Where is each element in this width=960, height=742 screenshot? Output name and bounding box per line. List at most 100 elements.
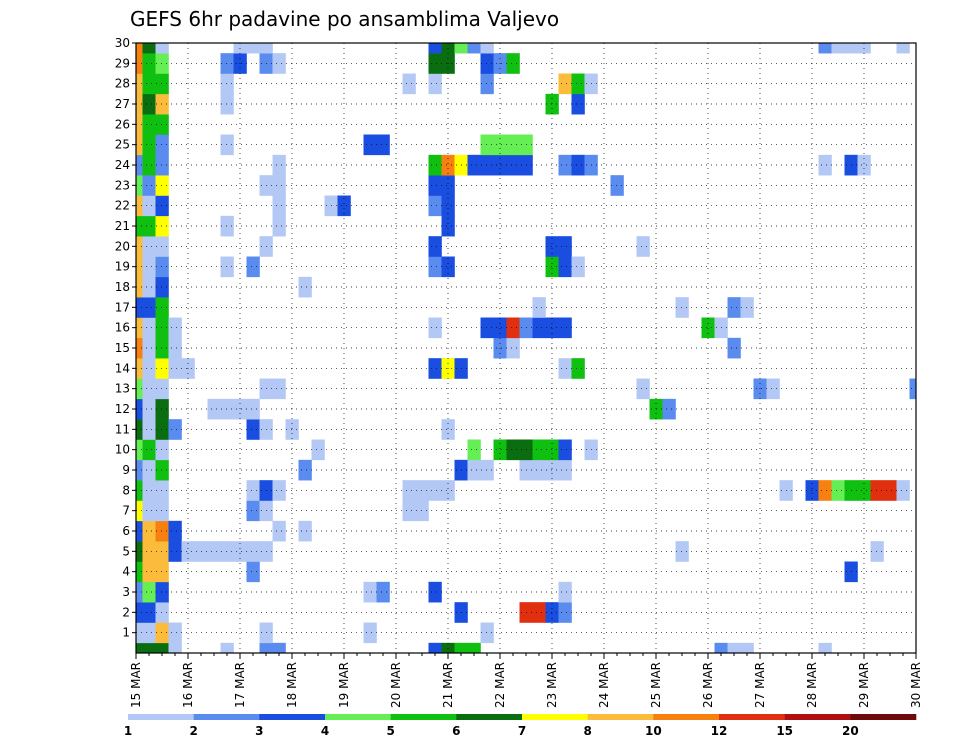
x-tick-label: 15 MAR <box>129 662 143 708</box>
heatmap-cell <box>571 358 585 379</box>
heatmap-cell <box>233 541 247 562</box>
heatmap-cell <box>558 439 572 461</box>
heatmap-cell <box>428 317 442 339</box>
heatmap-cell <box>136 439 143 461</box>
heatmap-cell <box>272 215 286 237</box>
heatmap-cell <box>246 256 260 278</box>
y-tick-label: 28 <box>115 77 130 91</box>
heatmap-cell <box>831 43 845 54</box>
heatmap-cell <box>337 195 351 217</box>
heatmap-cell <box>532 602 546 623</box>
heatmap-cell <box>298 276 312 298</box>
heatmap-cell <box>493 439 507 461</box>
heatmap-cell <box>155 276 169 298</box>
y-tick-label: 3 <box>122 585 130 599</box>
heatmap-cell <box>480 622 494 644</box>
heatmap-cell <box>155 134 169 156</box>
heatmap-cell <box>545 256 559 278</box>
y-tick-label: 6 <box>122 524 130 538</box>
heatmap-cell <box>136 378 143 400</box>
heatmap-cell <box>428 358 442 379</box>
y-tick-label: 2 <box>122 605 130 619</box>
y-tick-label: 10 <box>115 443 130 457</box>
heatmap-cell <box>428 581 442 603</box>
heatmap-cell <box>571 73 585 95</box>
y-tick-label: 11 <box>115 422 130 436</box>
legend-label: 6 <box>452 724 460 738</box>
heatmap-cell <box>480 317 494 339</box>
heatmap-cell <box>636 236 650 257</box>
legend-label: 2 <box>189 724 197 738</box>
heatmap-cell <box>441 256 455 278</box>
heatmap-cells <box>136 43 917 654</box>
heatmap-cell <box>246 500 260 522</box>
heatmap-cell <box>155 195 169 217</box>
heatmap-cell <box>207 398 221 420</box>
y-axis: 1234567891011121314151617181920212223242… <box>115 36 136 640</box>
y-tick-label: 26 <box>115 117 130 131</box>
x-tick-label: 20 MAR <box>389 662 403 708</box>
heatmap-cell <box>142 500 156 522</box>
heatmap-cell <box>870 480 884 501</box>
heatmap-cell <box>136 419 143 440</box>
heatmap-cell <box>136 622 143 644</box>
heatmap-cell <box>259 43 273 54</box>
legend-swatch <box>325 714 391 720</box>
heatmap-cell <box>662 398 676 420</box>
heatmap-cell <box>155 541 169 562</box>
heatmap-cell <box>896 480 910 501</box>
heatmap-cell <box>467 439 481 461</box>
heatmap-cell <box>220 53 234 74</box>
heatmap-cell <box>259 642 273 654</box>
heatmap-cell <box>545 459 559 481</box>
heatmap-cell <box>136 317 143 339</box>
y-tick-label: 17 <box>115 300 130 314</box>
heatmap-cell <box>136 236 143 257</box>
heatmap-cell <box>428 236 442 257</box>
heatmap-cell <box>142 215 156 237</box>
heatmap-cell <box>740 642 754 654</box>
heatmap-cell <box>818 43 832 54</box>
heatmap-cell <box>136 541 143 562</box>
heatmap-cell <box>818 480 832 501</box>
heatmap-cell <box>480 73 494 95</box>
x-tick-label: 29 MAR <box>857 662 871 708</box>
heatmap-cell <box>136 500 143 522</box>
heatmap-cell <box>376 134 390 156</box>
heatmap-cell <box>454 642 468 654</box>
heatmap-cell <box>714 642 728 654</box>
heatmap-cell <box>766 378 780 400</box>
x-tick-label: 21 MAR <box>441 662 455 708</box>
heatmap-cell <box>142 459 156 481</box>
heatmap-cell <box>155 256 169 278</box>
heatmap-cell <box>740 297 754 318</box>
heatmap-cell <box>142 541 156 562</box>
heatmap-cell <box>506 154 520 176</box>
heatmap-cell <box>155 175 169 196</box>
heatmap-cell <box>136 256 143 278</box>
heatmap-cell <box>142 581 156 603</box>
heatmap-cell <box>857 480 871 501</box>
legend-swatch <box>850 714 917 720</box>
heatmap-cell <box>136 114 143 135</box>
legend-swatch <box>784 714 851 720</box>
heatmap-cell <box>272 175 286 196</box>
heatmap-cell <box>136 358 143 379</box>
heatmap-cell <box>142 358 156 379</box>
heatmap-cell <box>155 602 169 623</box>
y-tick-label: 19 <box>115 260 130 274</box>
heatmap-cell <box>155 500 169 522</box>
legend-label: 20 <box>842 724 859 738</box>
heatmap-cell <box>136 337 143 359</box>
heatmap-cell <box>155 114 169 135</box>
heatmap-cell <box>571 256 585 278</box>
y-tick-label: 18 <box>115 280 130 294</box>
heatmap-cell <box>363 581 377 603</box>
heatmap-cell <box>246 541 260 562</box>
heatmap-cell <box>441 480 455 501</box>
x-tick-label: 27 MAR <box>753 662 767 708</box>
heatmap-cell <box>155 459 169 481</box>
heatmap-cell <box>415 480 429 501</box>
x-tick-label: 26 MAR <box>701 662 715 708</box>
heatmap-cell <box>441 419 455 440</box>
